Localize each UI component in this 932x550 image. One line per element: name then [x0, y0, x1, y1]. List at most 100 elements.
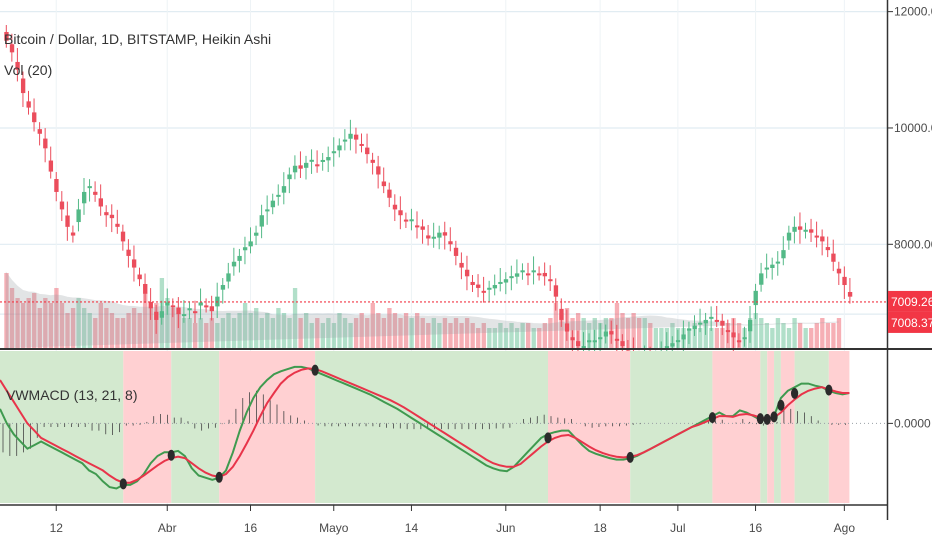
- candle-body: [93, 191, 98, 195]
- volume-bar: [786, 328, 792, 348]
- volume-bar: [514, 328, 520, 348]
- candle-body: [587, 340, 592, 343]
- volume-bar: [209, 318, 214, 348]
- volume-bar: [98, 303, 103, 348]
- volume-bar: [648, 323, 653, 348]
- volume-bar: [198, 318, 203, 348]
- candle-body: [437, 232, 442, 238]
- price-pane[interactable]: Bitcoin / Dollar, 1D, BITSTAMP, Heikin A…: [0, 0, 887, 505]
- volume-bar: [292, 288, 298, 348]
- candle-body: [120, 231, 126, 242]
- candle-body: [731, 332, 736, 338]
- trend-regions: [0, 351, 850, 503]
- volume-bar: [836, 318, 842, 348]
- vwmacd-legend[interactable]: VWMACD (13, 21, 8): [6, 387, 137, 403]
- price-axis[interactable]: 12000.00 10000.00 8000.00 7009.26 7008.37: [887, 5, 932, 333]
- volume-bar: [370, 303, 375, 348]
- crossover-dot: [770, 411, 778, 423]
- candle-body: [115, 223, 120, 227]
- candle-body: [520, 270, 525, 273]
- volume-bar: [15, 298, 20, 348]
- candle-body: [503, 279, 509, 283]
- volume-bar: [631, 313, 636, 348]
- candle-body: [825, 247, 831, 251]
- volume-bar: [326, 318, 331, 348]
- candle-body: [553, 285, 559, 297]
- price-tick-label: 12000.00: [894, 5, 932, 19]
- volume-bar: [548, 318, 553, 348]
- time-axis[interactable]: 12 Abr 16 Mayo 14 Jun 18 Jul 16 Ago: [50, 505, 856, 535]
- trend-region: [0, 351, 124, 503]
- crossover-dot: [119, 478, 127, 490]
- candle-body: [847, 291, 853, 297]
- candle-body: [370, 159, 375, 163]
- candle-body: [226, 273, 231, 282]
- time-tick-label: Abr: [158, 521, 177, 535]
- candle-body: [786, 232, 792, 241]
- candle-body: [714, 319, 720, 322]
- volume-bar: [498, 323, 503, 348]
- vwmacd-pane[interactable]: VWMACD (13, 21, 8): [0, 351, 887, 503]
- volume-bar: [359, 313, 364, 348]
- candle-body: [87, 186, 92, 189]
- candle-body: [365, 147, 370, 155]
- volume-bar: [526, 323, 531, 348]
- volume-legend[interactable]: Vol (20): [4, 62, 52, 78]
- symbol-legend[interactable]: Bitcoin / Dollar, 1D, BITSTAMP, Heikin A…: [4, 31, 271, 47]
- candle-body: [764, 267, 769, 270]
- price-tick-label: 10000.00: [894, 121, 932, 135]
- candle-body: [326, 157, 331, 161]
- candle-body: [26, 101, 31, 108]
- candle-body: [65, 215, 70, 227]
- volume-bar: [642, 318, 647, 348]
- volume-bar: [365, 318, 370, 348]
- trend-region: [794, 351, 829, 503]
- volume-bar: [70, 308, 76, 348]
- candles: [4, 25, 853, 372]
- candle-body: [498, 281, 503, 284]
- volume-bar: [537, 328, 542, 348]
- crossover-dot: [626, 451, 634, 463]
- volume-bar: [148, 308, 153, 348]
- volume-bar: [353, 318, 359, 348]
- last-price-tag: [888, 290, 932, 312]
- volume-bar: [220, 318, 226, 348]
- volume-bar: [231, 318, 237, 348]
- candle-body: [598, 337, 603, 340]
- candle-body: [703, 319, 708, 324]
- candle-body: [409, 219, 414, 222]
- volume-bar: [415, 313, 420, 348]
- candle-body: [353, 134, 359, 140]
- close-price-label: 7008.37: [891, 316, 932, 330]
- volume-bar: [720, 328, 725, 348]
- candle-body: [792, 226, 797, 232]
- volume-bar: [193, 323, 198, 348]
- trend-region: [780, 351, 795, 503]
- indicator-axis[interactable]: 0.0000: [887, 416, 931, 430]
- candle-body: [315, 164, 320, 167]
- volume-bar: [59, 303, 65, 348]
- volume-bar: [509, 323, 514, 348]
- time-tick-label: 16: [749, 521, 763, 535]
- candle-body: [770, 264, 775, 269]
- volume-bar: [381, 318, 387, 348]
- volume-bar: [620, 313, 625, 348]
- volume-bar: [759, 318, 764, 348]
- candle-body: [831, 253, 836, 262]
- volume-bar: [531, 328, 536, 348]
- volume-bar: [420, 318, 425, 348]
- volume-bar: [831, 323, 836, 348]
- volume-bar: [409, 318, 414, 348]
- volume-bar: [709, 328, 714, 348]
- candle-body: [109, 214, 115, 219]
- candle-body: [187, 308, 192, 311]
- candle-body: [459, 262, 464, 268]
- volume-bar: [376, 313, 381, 348]
- candle-body: [775, 261, 781, 264]
- candle-body: [270, 200, 276, 208]
- volume-bar: [120, 318, 126, 348]
- candle-body: [675, 340, 681, 343]
- candle-body: [603, 331, 609, 337]
- time-tick-label: Jun: [496, 521, 515, 535]
